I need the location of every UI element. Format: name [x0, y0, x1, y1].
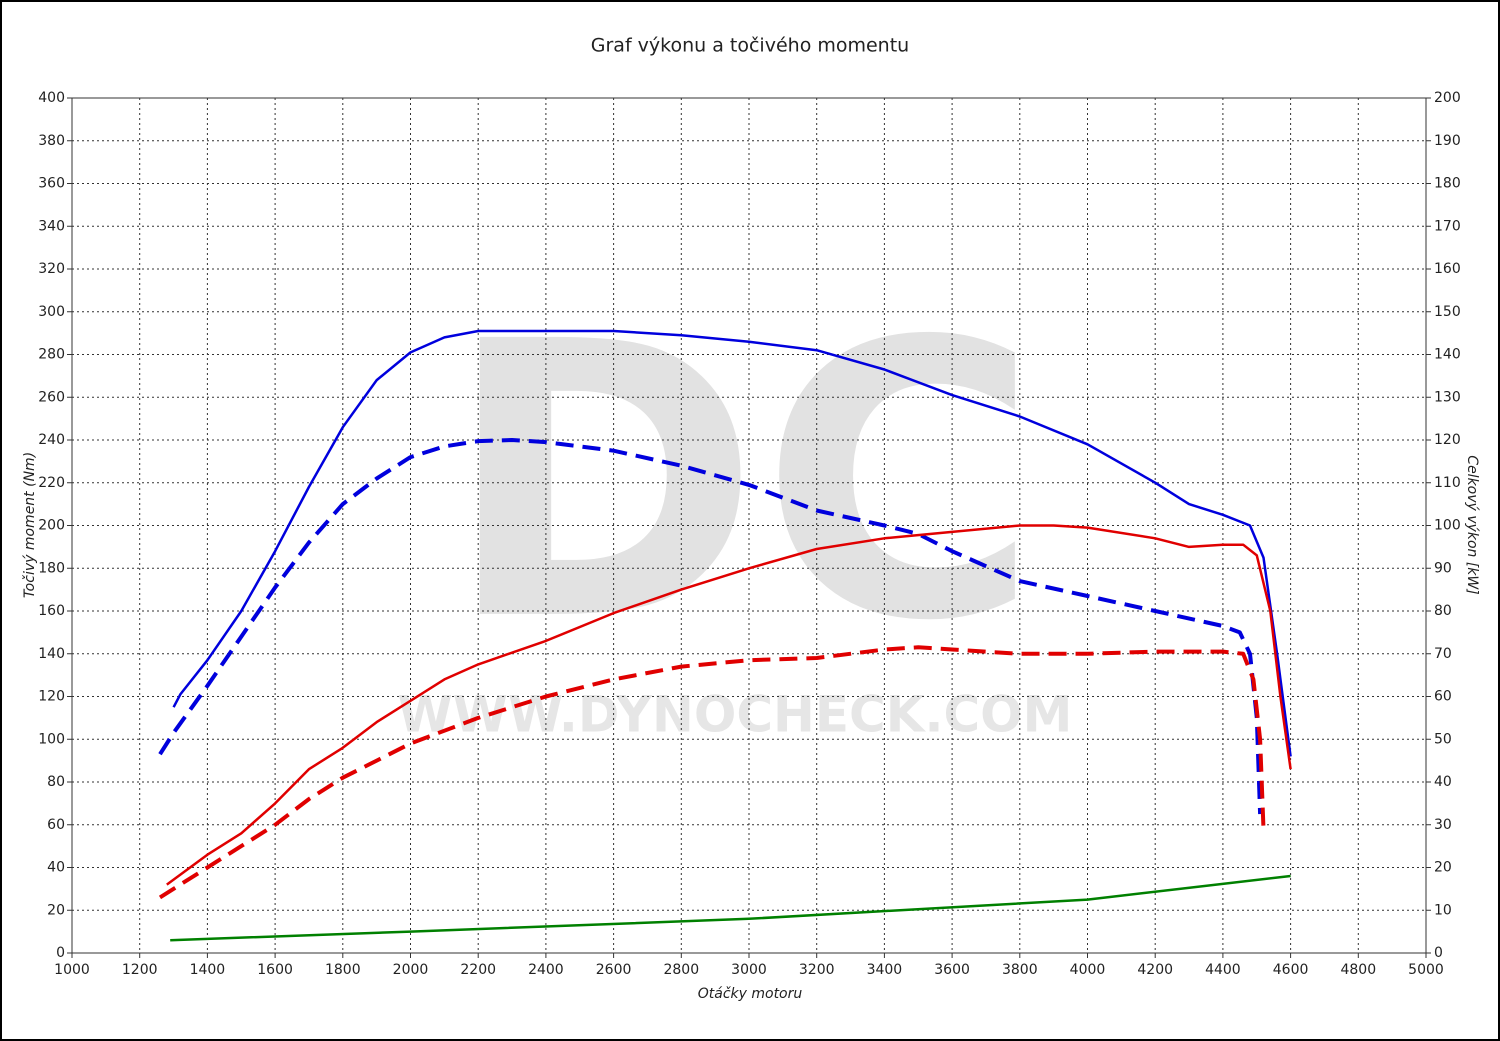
- y-tick-label: 240: [38, 432, 65, 448]
- y2-tick-label: 160: [1434, 261, 1461, 277]
- plot-area: [71, 97, 1427, 954]
- y-axis-label: Točivý moment (Nm): [22, 452, 38, 598]
- y-tick-label: 120: [38, 689, 65, 705]
- y2-tick-label: 190: [1434, 133, 1461, 149]
- x-axis-label: Otáčky motoru: [698, 986, 803, 1002]
- y-tick-label: 260: [38, 389, 65, 405]
- y2-tick-label: 150: [1434, 304, 1461, 320]
- y-tick-label: 20: [47, 902, 65, 918]
- y2-tick-label: 30: [1434, 817, 1452, 833]
- y-tick-label: 80: [47, 774, 65, 790]
- x-tick-label: 3600: [934, 962, 970, 978]
- series-line: [166, 524, 1292, 886]
- x-tick-label: 4800: [1340, 962, 1376, 978]
- y-tick-label: 300: [38, 304, 65, 320]
- y2-tick-label: 40: [1434, 774, 1452, 790]
- y2-tick-label: 130: [1434, 389, 1461, 405]
- y-tick-label: 200: [38, 518, 65, 534]
- x-tick-label: 3800: [1002, 962, 1038, 978]
- y-tick-label: 0: [56, 945, 65, 961]
- x-tick-label: 2800: [663, 962, 699, 978]
- chart-title: Graf výkonu a točivého momentu: [591, 35, 909, 57]
- y-tick-label: 100: [38, 731, 65, 747]
- x-tick-label: 3400: [867, 962, 903, 978]
- x-tick-label: 4000: [1070, 962, 1106, 978]
- y-tick-label: 280: [38, 347, 65, 363]
- y-tick-label: 400: [38, 90, 65, 106]
- y2-tick-label: 140: [1434, 347, 1461, 363]
- x-tick-label: 2400: [528, 962, 564, 978]
- series-line: [170, 874, 1291, 942]
- y-tick-label: 340: [38, 218, 65, 234]
- y-tick-label: 160: [38, 603, 65, 619]
- series-line: [172, 329, 1292, 757]
- y-tick-label: 40: [47, 860, 65, 876]
- y2-tick-label: 110: [1434, 475, 1461, 491]
- x-tick-label: 4400: [1205, 962, 1241, 978]
- y2-tick-label: 90: [1434, 560, 1452, 576]
- y2-tick-label: 70: [1434, 646, 1452, 662]
- y2-tick-label: 20: [1434, 860, 1452, 876]
- y2-tick-label: 120: [1434, 432, 1461, 448]
- series-line: [158, 645, 1266, 900]
- y-tick-label: 60: [47, 817, 65, 833]
- y-tick-label: 320: [38, 261, 65, 277]
- y2-tick-label: 180: [1434, 176, 1461, 192]
- y-tick-label: 380: [38, 133, 65, 149]
- x-tick-label: 3200: [799, 962, 835, 978]
- y-tick-label: 180: [38, 560, 65, 576]
- x-tick-label: 5000: [1408, 962, 1444, 978]
- watermark-url: WWW.DYNOCHECK.COM: [398, 686, 1073, 744]
- y2-tick-label: 170: [1434, 218, 1461, 234]
- x-tick-label: 1000: [54, 962, 90, 978]
- x-tick-label: 1400: [190, 962, 226, 978]
- y2-tick-label: 10: [1434, 902, 1452, 918]
- x-tick-label: 1200: [122, 962, 158, 978]
- y-tick-label: 220: [38, 475, 65, 491]
- y2-tick-label: 0: [1434, 945, 1443, 961]
- y2-tick-label: 100: [1434, 518, 1461, 534]
- y-tick-label: 140: [38, 646, 65, 662]
- series-line: [158, 438, 1263, 815]
- y2-tick-label: 80: [1434, 603, 1452, 619]
- x-tick-label: 1800: [325, 962, 361, 978]
- y2-tick-label: 50: [1434, 731, 1452, 747]
- y2-axis-label: Celkový výkon [kW]: [1464, 455, 1480, 594]
- x-tick-label: 4200: [1137, 962, 1173, 978]
- x-tick-label: 1600: [257, 962, 293, 978]
- y2-tick-label: 200: [1434, 90, 1461, 106]
- x-tick-label: 2200: [460, 962, 496, 978]
- x-tick-label: 3000: [731, 962, 767, 978]
- y2-tick-label: 60: [1434, 689, 1452, 705]
- x-tick-label: 2000: [393, 962, 429, 978]
- x-tick-label: 4600: [1273, 962, 1309, 978]
- x-tick-label: 2600: [596, 962, 632, 978]
- y-tick-label: 360: [38, 176, 65, 192]
